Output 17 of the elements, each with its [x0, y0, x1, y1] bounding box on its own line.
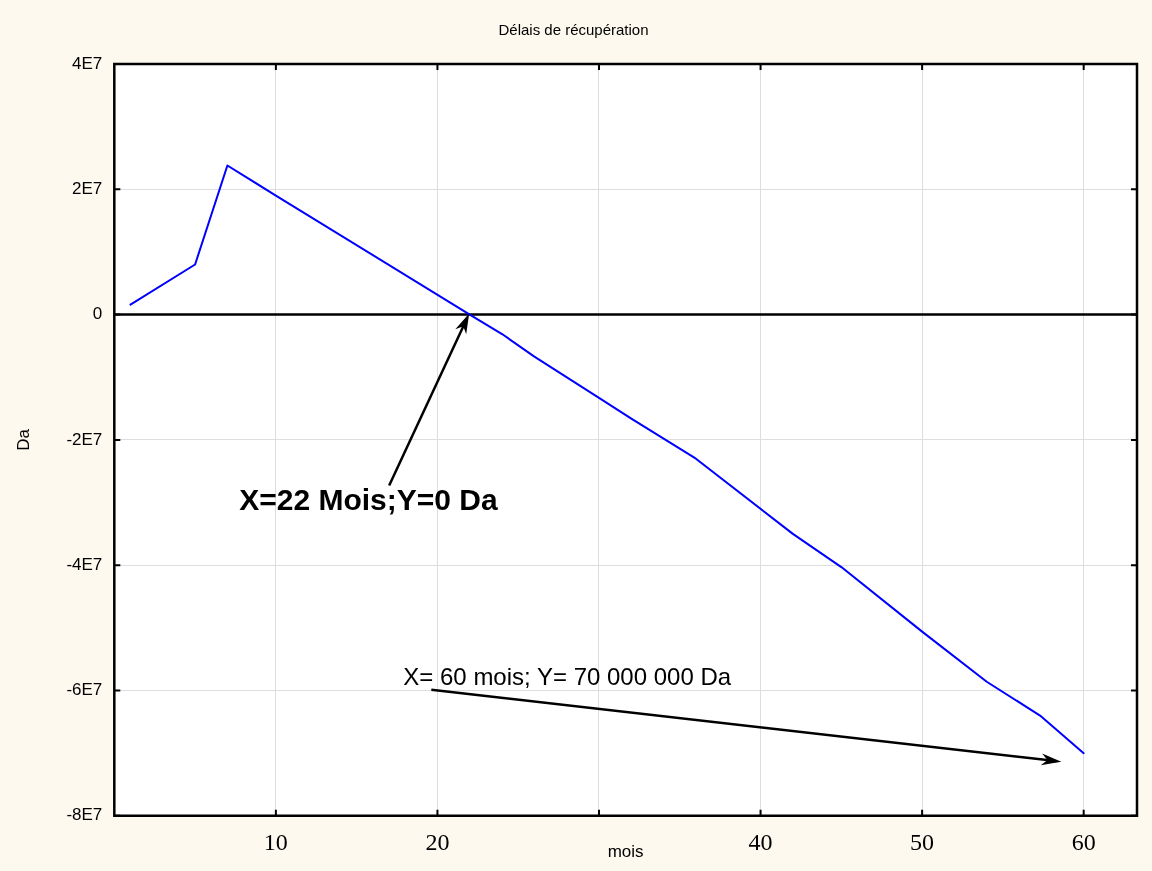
y-tick-label: -8E7	[66, 805, 103, 825]
x-axis-title: mois	[607, 842, 644, 862]
y-tick-label: 4E7	[72, 53, 103, 73]
y-axis-title: Da	[13, 428, 33, 451]
y-tick-label: -4E7	[66, 554, 103, 574]
y-tick-label: 2E7	[72, 178, 103, 198]
chart-title: Délais de récupération	[498, 21, 649, 39]
annotation: X= 60 mois; Y= 70 000 000 Da	[403, 663, 732, 691]
y-tick-label: 0	[92, 304, 103, 324]
y-tick-label: -2E7	[66, 429, 103, 449]
x-tick-label: 50	[910, 829, 935, 856]
annotation: X=22 Mois;Y=0 Da	[239, 482, 498, 516]
x-tick-label: 40	[748, 829, 773, 856]
y-tick-label: -6E7	[66, 680, 103, 700]
x-tick-label: 60	[1071, 829, 1096, 856]
x-tick-label: 20	[425, 829, 450, 856]
x-tick-label: 10	[263, 829, 288, 856]
